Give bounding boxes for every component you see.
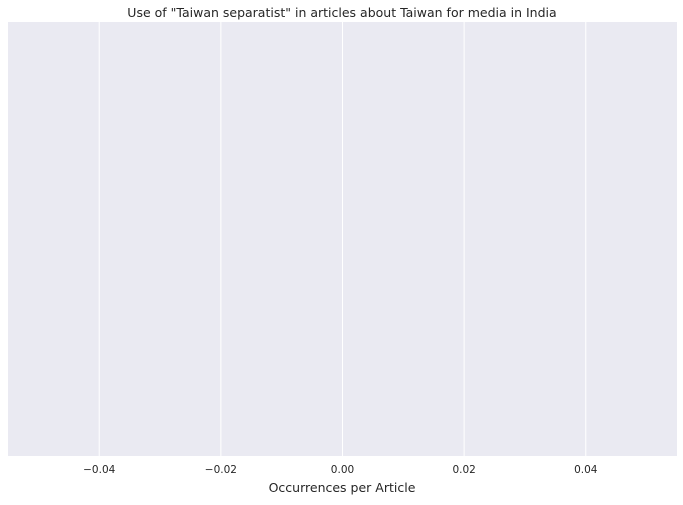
x-tick-labels: −0.04 −0.02 0.00 0.02 0.04: [83, 464, 598, 476]
chart-title: Use of "Taiwan separatist" in articles a…: [127, 5, 556, 20]
x-axis-label: Occurrences per Article: [269, 480, 416, 495]
x-tick-label: −0.02: [205, 464, 237, 476]
x-tick-label: −0.04: [83, 464, 115, 476]
x-tick-label: 0.02: [452, 464, 475, 476]
grid-lines: [98, 22, 587, 456]
x-tick-label: 0.00: [331, 464, 354, 476]
x-tick-label: 0.04: [574, 464, 598, 476]
